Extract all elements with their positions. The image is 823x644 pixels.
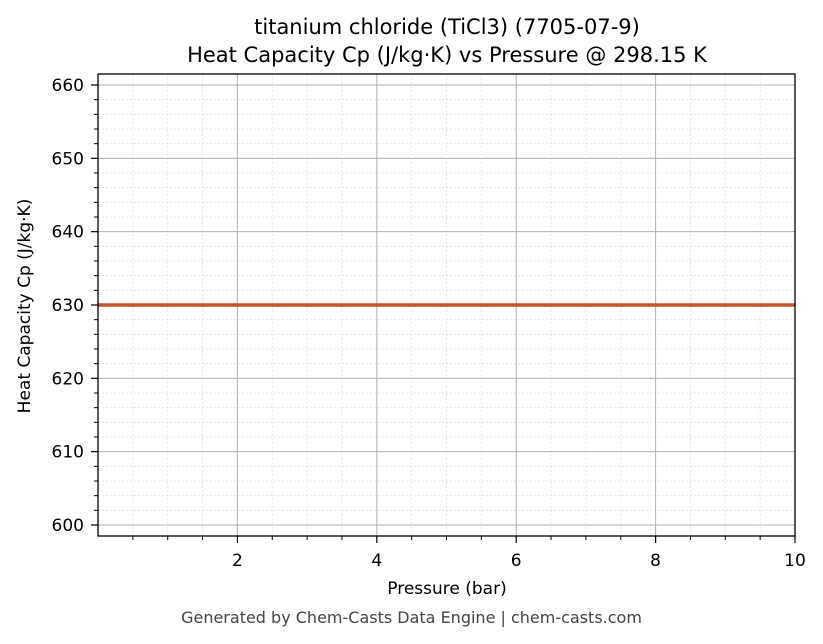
x-tick-label: 4 bbox=[371, 551, 382, 571]
x-tick-label: 2 bbox=[232, 551, 243, 571]
x-tick-label: 10 bbox=[784, 551, 806, 571]
y-tick-label: 640 bbox=[52, 223, 84, 243]
y-tick-label: 630 bbox=[52, 296, 84, 316]
axis-ticks bbox=[91, 84, 796, 543]
y-tick-label: 610 bbox=[52, 443, 84, 463]
x-tick-label: 6 bbox=[511, 551, 522, 571]
y-tick-label: 650 bbox=[52, 149, 84, 169]
y-tick-label: 660 bbox=[52, 76, 84, 96]
chart-title-line2: Heat Capacity Cp (J/kg·K) vs Pressure @ … bbox=[187, 43, 708, 67]
minor-grid bbox=[98, 74, 795, 536]
x-tick-label: 8 bbox=[650, 551, 661, 571]
y-tick-label: 600 bbox=[52, 516, 84, 536]
x-tick-labels: 2 4 6 8 10 bbox=[232, 551, 806, 571]
y-tick-labels: 600 610 620 630 640 650 660 bbox=[52, 76, 84, 536]
chart-title-line1: titanium chloride (TiCl3) (7705-07-9) bbox=[254, 15, 640, 39]
y-axis-label: Heat Capacity Cp (J/kg·K) bbox=[15, 199, 35, 414]
footer-credit: Generated by Chem-Casts Data Engine | ch… bbox=[181, 608, 642, 627]
x-axis-label: Pressure (bar) bbox=[387, 579, 506, 599]
y-tick-label: 620 bbox=[52, 369, 84, 389]
chart: titanium chloride (TiCl3) (7705-07-9) He… bbox=[15, 15, 806, 599]
